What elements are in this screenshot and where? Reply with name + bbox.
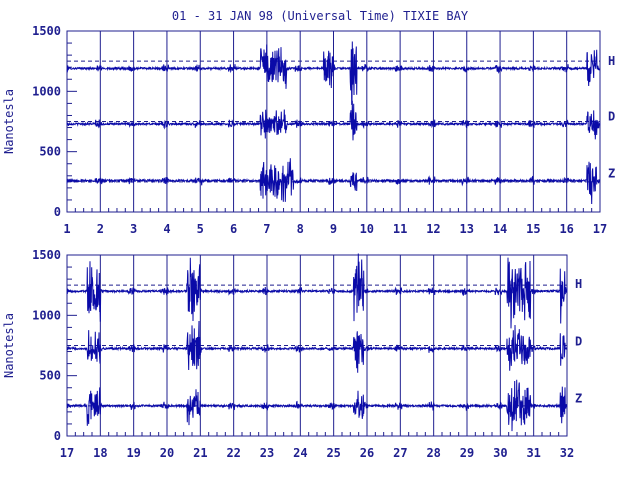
y-tick-label: 500 [39, 369, 61, 383]
y-tick-label: 1500 [32, 24, 61, 38]
series-trace-z [66, 379, 568, 432]
x-tick-label: 6 [230, 222, 237, 236]
series-label-h: H [575, 277, 582, 291]
x-tick-label: 3 [130, 222, 137, 236]
x-tick-label: 4 [163, 222, 170, 236]
y-tick-label: 1000 [32, 84, 61, 98]
x-tick-label: 11 [393, 222, 407, 236]
x-tick-label: 12 [426, 222, 440, 236]
series-trace-h [66, 41, 601, 105]
series-trace-d [66, 320, 568, 373]
x-tick-label: 32 [560, 446, 574, 460]
series-trace-h [66, 253, 568, 329]
series-label-d: D [575, 334, 582, 348]
series-label-z: Z [575, 392, 582, 406]
panel-bottom: 0 500 1000 1500 17 18 19 20 21 22 23 24 25 26 27 28 29 30… [2, 248, 582, 460]
x-tick-label: 5 [197, 222, 204, 236]
y-tick-label: 0 [54, 205, 61, 219]
y-axis-label: Nanotesla [2, 313, 16, 378]
x-tick-label: 14 [493, 222, 507, 236]
series-trace-z [66, 158, 601, 205]
y-tick-label: 1500 [32, 248, 61, 262]
x-tick-label: 24 [293, 446, 307, 460]
y-tick-label: 0 [54, 429, 61, 443]
x-tick-label: 7 [263, 222, 270, 236]
y-axis-label: Nanotesla [2, 89, 16, 154]
x-tick-label: 21 [193, 446, 207, 460]
series-label-h: H [608, 54, 615, 68]
x-tick-label: 27 [393, 446, 407, 460]
x-tick-label: 26 [360, 446, 374, 460]
x-tick-label: 29 [460, 446, 474, 460]
chart-title: 01 - 31 JAN 98 (Universal Time) TIXIE BA… [172, 9, 469, 23]
x-tick-label: 17 [593, 222, 607, 236]
x-tick-label: 8 [297, 222, 304, 236]
x-tick-label: 23 [260, 446, 274, 460]
x-tick-label: 31 [526, 446, 540, 460]
plot-frame [66, 254, 568, 437]
x-tick-label: 19 [126, 446, 140, 460]
x-tick-label: 10 [360, 222, 374, 236]
x-tick-label: 18 [93, 446, 107, 460]
x-tick-label: 22 [226, 446, 240, 460]
y-tick-label: 1000 [32, 308, 61, 322]
series-label-z: Z [608, 166, 615, 180]
series-trace-d [66, 100, 601, 141]
x-tick-label: 15 [526, 222, 540, 236]
series-label-d: D [608, 110, 615, 124]
x-tick-label: 30 [493, 446, 507, 460]
x-tick-label: 17 [60, 446, 74, 460]
x-tick-label: 1 [63, 222, 70, 236]
x-tick-label: 16 [559, 222, 573, 236]
x-tick-label: 25 [326, 446, 340, 460]
x-tick-label: 13 [460, 222, 474, 236]
x-tick-label: 28 [426, 446, 440, 460]
y-tick-label: 500 [39, 145, 61, 159]
x-tick-label: 9 [330, 222, 337, 236]
x-tick-label: 2 [97, 222, 104, 236]
x-tick-label: 20 [160, 446, 174, 460]
